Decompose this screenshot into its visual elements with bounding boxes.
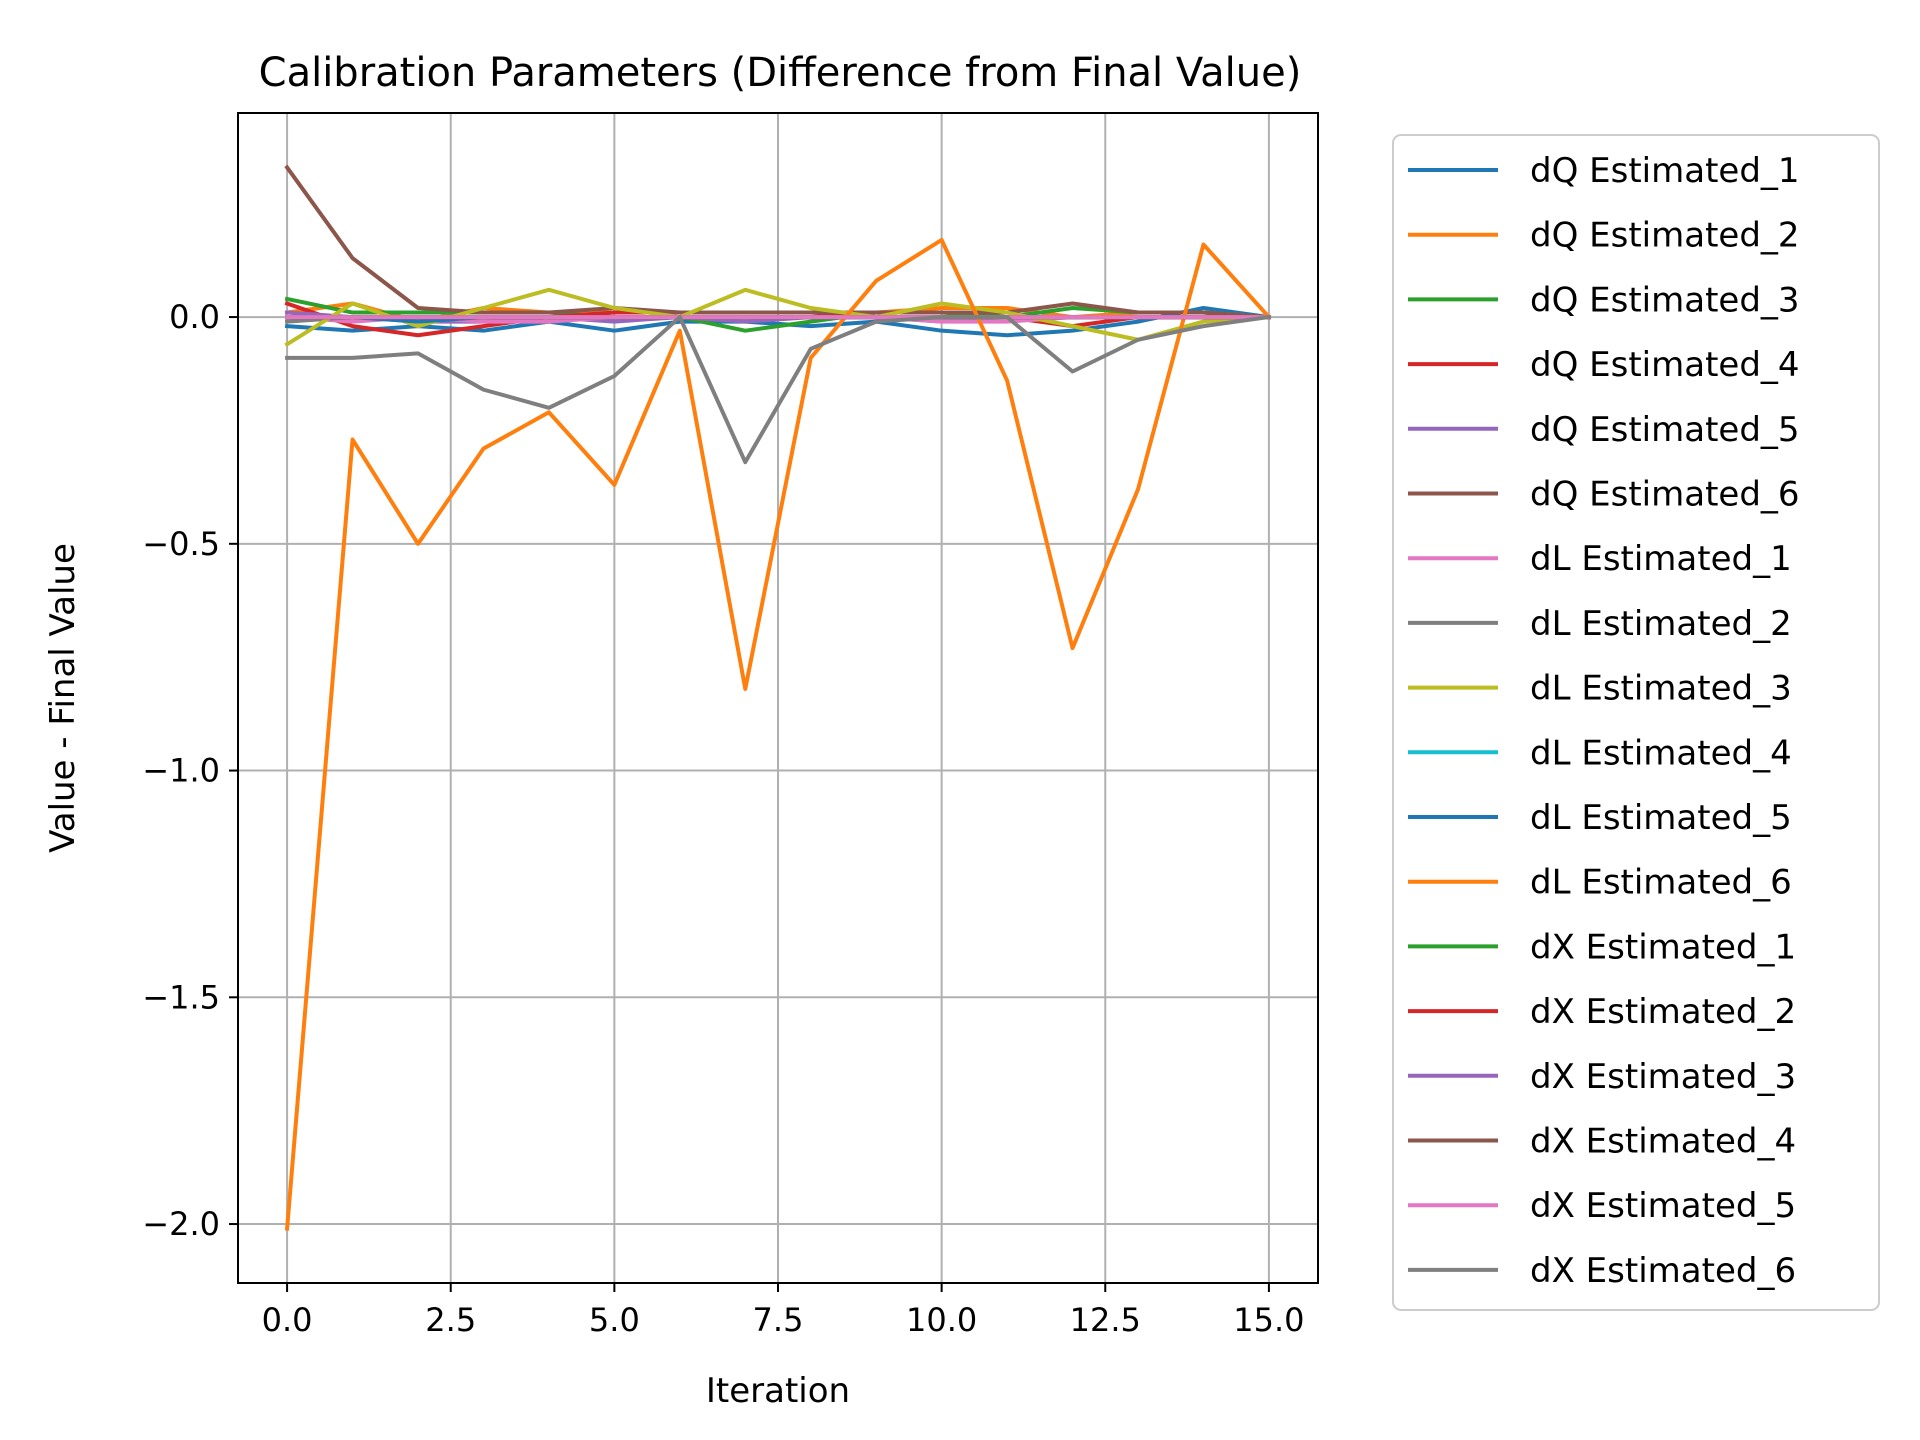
series-line-3 <box>284 296 1272 333</box>
x-tick-label: 12.5 <box>1070 1301 1141 1339</box>
y-tick-label: −2.0 <box>142 1205 220 1243</box>
x-tick-label: 5.0 <box>589 1301 640 1339</box>
x-tick-label: 7.5 <box>753 1301 804 1339</box>
y-tick-label: −1.0 <box>142 752 220 790</box>
x-axis-ticks: 0.0 2.5 5.0 7.5 10.0 12.5 15.0 <box>262 1283 1305 1339</box>
legend-label: dQ Estimated_3 <box>1530 280 1800 320</box>
legend-items: dQ Estimated_1 dQ Estimated_2 dQ Estimated… <box>1408 151 1800 1291</box>
legend-label: dL Estimated_5 <box>1530 798 1792 838</box>
series-lines <box>284 164 1272 1231</box>
y-axis-ticks: 0.0 −0.5 −1.0 −1.5 −2.0 <box>142 298 238 1243</box>
legend: dQ Estimated_1 dQ Estimated_2 dQ Estimated… <box>1392 134 1880 1311</box>
series-line-6 <box>284 164 1272 320</box>
x-tick-label: 10.0 <box>906 1301 977 1339</box>
legend-label: dL Estimated_3 <box>1530 669 1792 709</box>
legend-label: dL Estimated_6 <box>1530 863 1792 903</box>
legend-label: dL Estimated_4 <box>1530 733 1792 773</box>
series-line-18 <box>285 314 1272 465</box>
y-tick-label: 0.0 <box>169 298 220 336</box>
legend-label: dX Estimated_3 <box>1530 1057 1796 1097</box>
legend-label: dX Estimated_4 <box>1530 1122 1796 1162</box>
legend-label: dX Estimated_1 <box>1530 927 1796 967</box>
legend-label: dQ Estimated_5 <box>1530 410 1800 450</box>
chart-title: Calibration Parameters (Difference from … <box>259 50 1302 96</box>
y-axis-label: Value - Final Value <box>43 543 83 853</box>
series-line-1 <box>284 306 1272 338</box>
legend-label: dX Estimated_6 <box>1530 1251 1796 1291</box>
x-tick-label: 15.0 <box>1233 1301 1304 1339</box>
legend-label: dL Estimated_2 <box>1530 604 1792 644</box>
x-tick-label: 0.0 <box>262 1301 313 1339</box>
y-tick-label: −0.5 <box>142 525 220 563</box>
series-line-12 <box>284 237 1272 1231</box>
x-tick-label: 2.5 <box>425 1301 476 1339</box>
legend-label: dL Estimated_1 <box>1530 539 1792 579</box>
legend-label: dQ Estimated_6 <box>1530 475 1800 515</box>
legend-label: dQ Estimated_2 <box>1530 216 1800 256</box>
legend-label: dX Estimated_2 <box>1530 992 1796 1032</box>
legend-label: dQ Estimated_1 <box>1530 151 1800 191</box>
legend-label: dX Estimated_5 <box>1530 1186 1796 1226</box>
legend-box <box>1392 134 1880 1311</box>
x-axis-label: Iteration <box>706 1371 850 1411</box>
legend-label: dQ Estimated_4 <box>1530 345 1800 385</box>
y-tick-label: −1.5 <box>142 978 220 1016</box>
